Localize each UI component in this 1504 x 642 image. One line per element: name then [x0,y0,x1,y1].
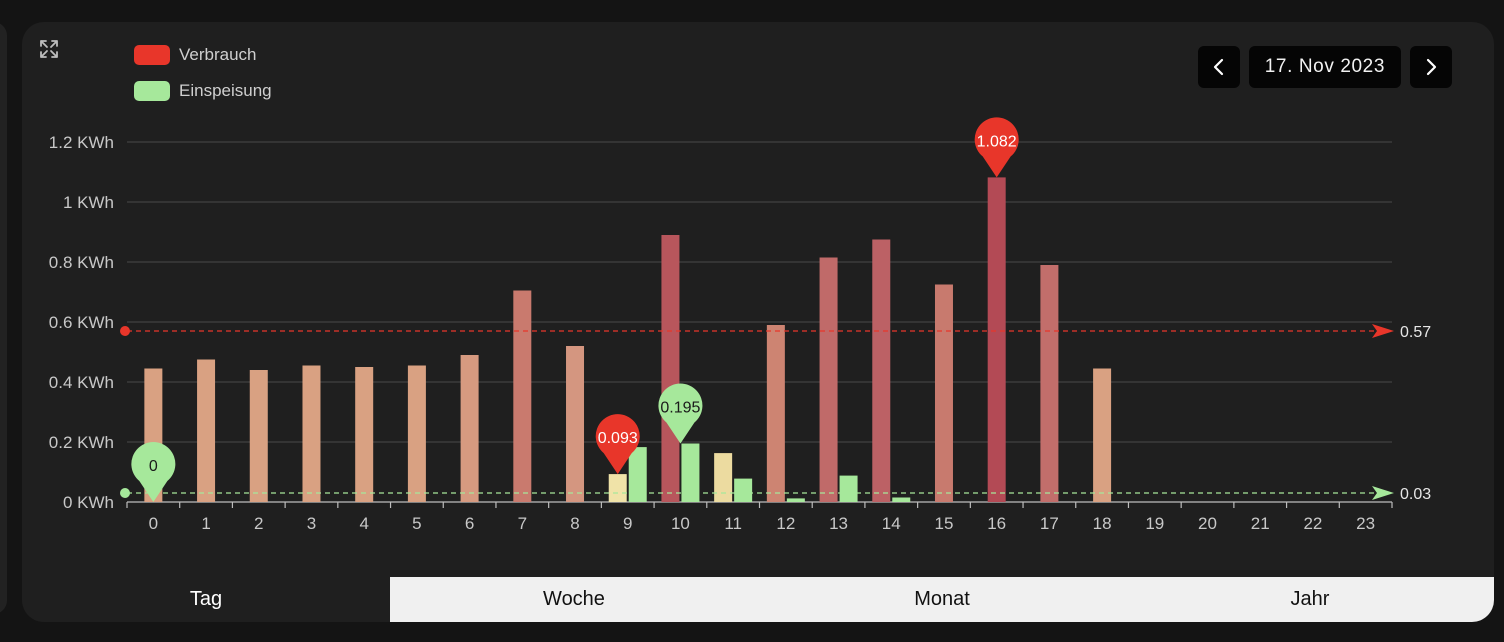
bar-einspeisung [892,497,911,502]
x-tick-label: 9 [623,514,632,533]
bar-verbrauch [513,290,532,502]
x-tick-label: 18 [1093,514,1112,533]
bar-verbrauch [1040,265,1059,502]
legend-item-einspeisung[interactable]: Einspeisung [134,80,272,102]
bar-verbrauch [355,367,374,502]
markline-start-dot [120,488,130,498]
y-tick-label: 0 KWh [63,493,114,512]
bar-verbrauch [1093,368,1112,502]
bar-verbrauch [566,346,585,502]
tab-woche[interactable]: Woche [390,577,758,622]
next-date-button[interactable] [1410,46,1452,88]
bar-verbrauch [819,257,838,502]
chart-legend: Verbrauch Einspeisung [134,44,272,116]
x-tick-label: 14 [882,514,901,533]
markline-start-dot [120,326,130,336]
x-tick-label: 15 [935,514,954,533]
bar-verbrauch [197,359,216,502]
bar-einspeisung [681,443,700,502]
x-tick-label: 11 [724,514,742,533]
x-tick-label: 23 [1356,514,1375,533]
bar-verbrauch [249,370,268,502]
chevron-left-icon [1213,58,1223,76]
marker-pin [658,383,703,444]
bar-verbrauch [302,365,321,502]
x-tick-label: 3 [307,514,316,533]
marker-pin [131,442,176,502]
x-tick-label: 7 [518,514,527,533]
markline-arrow [1372,486,1394,500]
adjacent-card-edge [0,22,7,614]
expand-icon[interactable] [38,38,60,60]
bar-einspeisung [628,447,647,502]
y-tick-label: 0.2 KWh [49,433,114,452]
x-tick-label: 8 [570,514,579,533]
x-tick-label: 19 [1145,514,1164,533]
x-tick-label: 20 [1198,514,1217,533]
energy-chart-card: Verbrauch Einspeisung 17. Nov 2023 0 KWh… [22,22,1494,622]
markline-arrow [1372,324,1394,338]
bar-verbrauch [934,284,953,502]
bar-verbrauch [407,365,426,502]
marker-pin [595,414,640,475]
chevron-right-icon [1426,58,1437,76]
bar-einspeisung [839,475,858,502]
x-tick-label: 4 [359,514,368,533]
tab-tag[interactable]: Tag [22,577,390,622]
y-tick-label: 0.6 KWh [49,313,114,332]
x-tick-label: 6 [465,514,474,533]
current-date[interactable]: 17. Nov 2023 [1248,46,1401,88]
x-tick-label: 10 [671,514,690,533]
tab-label: Monat [914,588,970,610]
bar-verbrauch [460,355,479,502]
prev-date-button[interactable] [1197,46,1240,88]
bar-verbrauch [661,235,680,502]
tab-jahr[interactable]: Jahr [1126,577,1494,622]
y-tick-label: 1.2 KWh [49,133,114,152]
x-tick-label: 16 [987,514,1006,533]
x-tick-label: 21 [1251,514,1270,533]
marker-label: 0 [149,458,158,475]
x-tick-label: 12 [776,514,795,533]
bar-verbrauch [608,474,627,502]
tab-label: Jahr [1290,588,1330,610]
marker-label: 0.093 [598,430,638,447]
date-navigation: 17. Nov 2023 [1197,46,1452,88]
bar-verbrauch [872,239,891,502]
x-tick-label: 2 [254,514,263,533]
bar-einspeisung [734,478,753,502]
y-tick-label: 1 KWh [63,193,114,212]
bar-verbrauch [987,177,1006,502]
legend-item-verbrauch[interactable]: Verbrauch [134,44,272,66]
bar-einspeisung [786,498,805,502]
x-tick-label: 22 [1303,514,1322,533]
markline-label: 0.57 [1400,324,1431,341]
legend-swatch [134,45,170,65]
legend-label: Einspeisung [179,81,272,100]
x-tick-label: 17 [1040,514,1059,533]
period-tabs: Tag Woche Monat Jahr [22,577,1494,622]
tab-label: Woche [543,588,605,610]
y-tick-label: 0.4 KWh [49,373,114,392]
hourly-energy-bar-chart: 0 KWh 0.2 KWh 0.4 KWh 0.6 KWh 0.8 KWh 1 KWh 1.… [49,117,1431,533]
tab-label: Tag [189,588,223,610]
legend-swatch [134,81,170,101]
marker-pin [974,117,1019,178]
x-tick-label: 0 [149,514,158,533]
markline-label: 0.03 [1400,486,1431,503]
tab-monat[interactable]: Monat [758,577,1126,622]
bar-verbrauch [714,453,733,502]
legend-label: Verbrauch [179,45,257,64]
bar-verbrauch [766,325,785,502]
x-tick-label: 5 [412,514,421,533]
x-tick-label: 1 [201,514,210,533]
marker-label: 1.082 [977,133,1017,150]
x-tick-label: 13 [829,514,848,533]
y-tick-label: 0.8 KWh [49,253,114,272]
marker-label: 0.195 [660,400,700,417]
